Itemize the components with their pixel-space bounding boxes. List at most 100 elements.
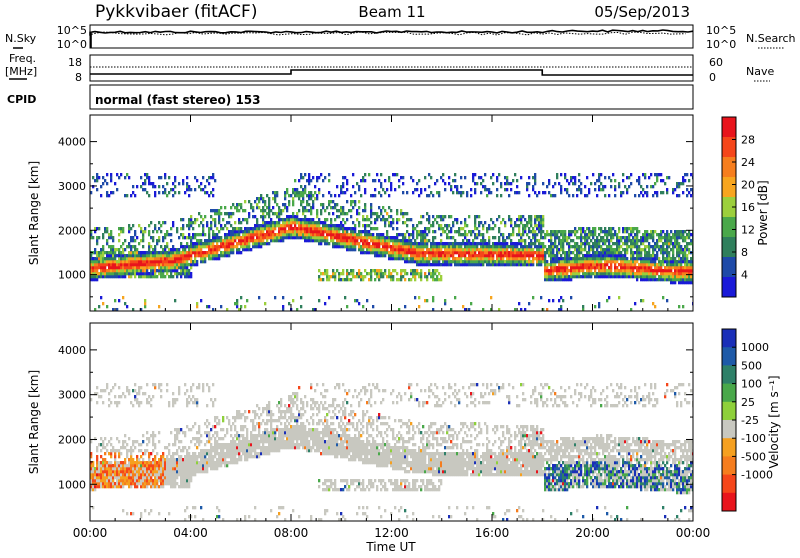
power-cell (596, 257, 598, 260)
velocity-cell (104, 461, 106, 464)
power-cell (684, 239, 686, 242)
power-cell (258, 200, 260, 203)
power-cell (380, 236, 382, 239)
power-cell (414, 242, 416, 245)
colorbar-swatch (722, 277, 736, 298)
velocity-cell (142, 452, 144, 455)
power-cell (548, 275, 550, 278)
power-cell (152, 182, 154, 185)
velocity-cell (124, 458, 126, 461)
power-cell (428, 185, 430, 188)
power-cell (516, 257, 518, 260)
power-cell (96, 254, 98, 257)
power-cell (216, 236, 218, 239)
power-cell (398, 239, 400, 242)
power-cell (592, 251, 594, 254)
power-cell (188, 236, 190, 239)
power-cell (300, 305, 302, 308)
power-cell (270, 230, 272, 233)
power-cell (162, 254, 164, 257)
power-cell (622, 191, 624, 194)
power-cell (224, 212, 226, 215)
power-cell (362, 248, 364, 251)
power-cell (518, 224, 520, 227)
power-cell (670, 278, 672, 281)
power-cell (646, 275, 648, 278)
power-cell (204, 185, 206, 188)
power-cell (482, 248, 484, 251)
power-cell (328, 224, 330, 227)
power-cell (434, 254, 436, 257)
velocity-cell (138, 467, 140, 470)
power-cell (578, 251, 580, 254)
power-cell (192, 236, 194, 239)
power-cell (552, 269, 554, 272)
power-cell (130, 227, 132, 230)
station-title: Pykkvibaer (fitACF) (95, 2, 257, 22)
power-cell (354, 224, 356, 227)
power-cell (166, 257, 168, 260)
velocity-cell (142, 434, 144, 437)
power-cell (454, 218, 456, 221)
power-cell (536, 224, 538, 227)
power-cell (500, 194, 502, 197)
power-cell (382, 236, 384, 239)
power-cell (640, 299, 642, 302)
power-cell (534, 179, 536, 182)
power-cell (640, 185, 642, 188)
power-cell (160, 269, 162, 272)
power-cell (580, 188, 582, 191)
power-cell (358, 200, 360, 203)
power-cell (258, 197, 260, 200)
velocity-cell (92, 464, 94, 467)
power-cell (274, 212, 276, 215)
power-cell (352, 173, 354, 176)
power-cell (342, 233, 344, 236)
power-cell (466, 194, 468, 197)
power-cell (520, 239, 522, 242)
power-cell (224, 245, 226, 248)
power-cell (560, 185, 562, 188)
power-cell (288, 302, 290, 305)
power-cell (156, 260, 158, 263)
power-cell (640, 272, 642, 275)
power-cell (332, 233, 334, 236)
power-cell (134, 269, 136, 272)
power-cell (554, 182, 556, 185)
velocity-cell (150, 470, 152, 473)
power-cell (322, 236, 324, 239)
power-cell (134, 194, 136, 197)
power-cell (656, 191, 658, 194)
power-cell (282, 209, 284, 212)
power-cell (522, 224, 524, 227)
power-cell (456, 218, 458, 221)
power-cell (528, 260, 530, 263)
power-cell (370, 251, 372, 254)
power-cell (432, 221, 434, 224)
velocity-cell (118, 476, 120, 479)
power-cell (436, 260, 438, 263)
power-cell (230, 230, 232, 233)
power-cell (102, 302, 104, 305)
power-cell (664, 266, 666, 269)
power-cell (140, 185, 142, 188)
power-cell (512, 233, 514, 236)
power-cell (466, 239, 468, 242)
power-cell (166, 242, 168, 245)
power-cell (212, 209, 214, 212)
power-cell (622, 269, 624, 272)
power-cell (230, 242, 232, 245)
power-cell (118, 269, 120, 272)
power-cell (106, 191, 108, 194)
power-cell (568, 230, 570, 233)
velocity-cell (118, 482, 120, 485)
velocity-cell (122, 443, 124, 446)
power-cell (252, 239, 254, 242)
velocity-cell (120, 476, 122, 479)
power-cell (690, 281, 692, 284)
velocity-cell (92, 479, 94, 482)
power-cell (542, 221, 544, 224)
power-cell (210, 176, 212, 179)
power-cell (492, 260, 494, 263)
power-cell (662, 275, 664, 278)
